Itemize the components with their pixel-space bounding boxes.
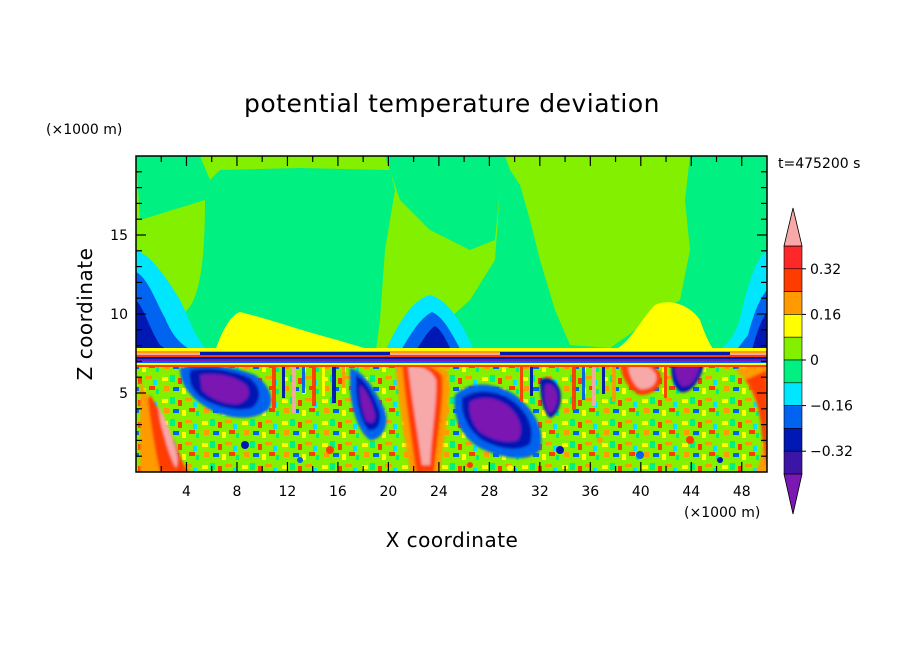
x-tick-label: 48 <box>733 484 751 500</box>
inversion-band <box>136 348 767 367</box>
colorbar-label: −0.16 <box>810 399 853 415</box>
colorbar-swatch <box>783 245 803 270</box>
colorbar-swatch <box>783 336 803 361</box>
colorbar-swatch <box>783 405 803 429</box>
y-unit-label: (×1000 m) <box>46 122 122 138</box>
x-tick-label: 16 <box>329 484 347 500</box>
colorbar-swatch <box>783 314 803 338</box>
x-tick-label: 32 <box>531 484 549 500</box>
colorbar-swatch <box>783 450 803 475</box>
colorbar-swatch <box>783 291 803 315</box>
colorbar-swatch <box>783 382 803 406</box>
y-tick-label: 5 <box>119 386 128 402</box>
contour-field <box>136 156 767 472</box>
y-tick-label: 15 <box>110 228 128 244</box>
x-tick-label: 40 <box>632 484 650 500</box>
x-tick-label: 8 <box>232 484 241 500</box>
colorbar-label: 0.32 <box>810 262 841 278</box>
colorbar: 0.32 0.16 0 −0.16 −0.32 <box>783 207 853 515</box>
y-axis-label: Z coordinate <box>73 248 97 381</box>
plume-streaks <box>272 358 667 413</box>
x-axis-label: X coordinate <box>386 528 519 552</box>
colorbar-swatch <box>783 428 803 452</box>
colorbar-label: −0.32 <box>810 444 853 460</box>
y-axis-ticks: 5 10 15 <box>110 171 767 457</box>
x-tick-label: 44 <box>682 484 700 500</box>
x-axis-ticks: 4 8 12 16 20 24 28 32 36 40 44 48 <box>160 156 751 500</box>
y-tick-label: 10 <box>110 307 128 323</box>
x-tick-label: 20 <box>379 484 397 500</box>
x-tick-label: 36 <box>581 484 599 500</box>
x-tick-label: 24 <box>430 484 448 500</box>
x-tick-label: 12 <box>279 484 297 500</box>
colorbar-extend-bottom <box>783 473 803 515</box>
chart-title: potential temperature deviation <box>244 89 660 118</box>
colorbar-swatch <box>783 359 803 384</box>
colorbar-swatch <box>783 268 803 292</box>
x-unit-label: (×1000 m) <box>684 505 760 521</box>
colorbar-extend-top <box>783 207 803 247</box>
colorbar-label: 0.16 <box>810 307 841 323</box>
x-tick-label: 28 <box>480 484 498 500</box>
time-label: t=475200 s <box>778 156 860 172</box>
specks <box>241 436 723 471</box>
x-tick-label: 4 <box>182 484 191 500</box>
colorbar-label: 0 <box>810 353 819 369</box>
